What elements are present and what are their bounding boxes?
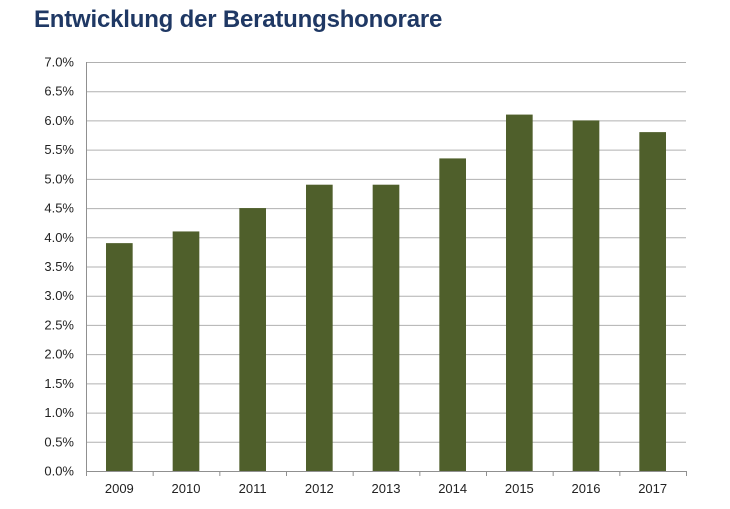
x-tick-label: 2013: [372, 481, 401, 496]
bar: [372, 184, 400, 471]
y-tick-label: 5.5%: [44, 142, 74, 157]
bar: [306, 184, 333, 471]
x-tick-label: 2014: [438, 481, 467, 496]
y-tick-label: 0.5%: [44, 434, 74, 449]
y-tick-label: 4.5%: [44, 201, 74, 216]
bar: [506, 114, 533, 471]
x-tick-label: 2009: [105, 481, 134, 496]
y-tick-label: 7.0%: [44, 55, 74, 70]
bar: [639, 132, 666, 471]
bar: [439, 158, 466, 471]
y-tick-label: 3.5%: [44, 259, 74, 274]
bar: [172, 231, 200, 471]
x-tick-label: 2015: [505, 481, 534, 496]
y-tick-label: 6.0%: [44, 113, 74, 128]
x-tick-label: 2011: [239, 481, 267, 496]
x-tick-label: 2017: [638, 481, 667, 496]
bar: [239, 208, 266, 472]
y-tick-label: 5.0%: [44, 171, 74, 186]
y-tick-label: 1.0%: [44, 405, 74, 420]
y-tick-label: 0.0%: [44, 464, 74, 479]
y-tick-label: 3.0%: [44, 288, 74, 303]
y-tick-label: 4.0%: [44, 230, 74, 245]
bar: [106, 243, 133, 471]
bar: [572, 120, 600, 471]
x-tick-label: 2012: [305, 481, 334, 496]
chart-title: Entwicklung der Beratungshonorare: [34, 6, 443, 33]
x-tick-label: 2016: [572, 481, 601, 496]
y-tick-label: 2.0%: [44, 347, 74, 362]
y-tick-label: 2.5%: [44, 317, 74, 332]
x-tick-label: 2010: [172, 481, 201, 496]
y-tick-label: 6.5%: [44, 84, 74, 99]
y-tick-label: 1.5%: [44, 376, 74, 391]
